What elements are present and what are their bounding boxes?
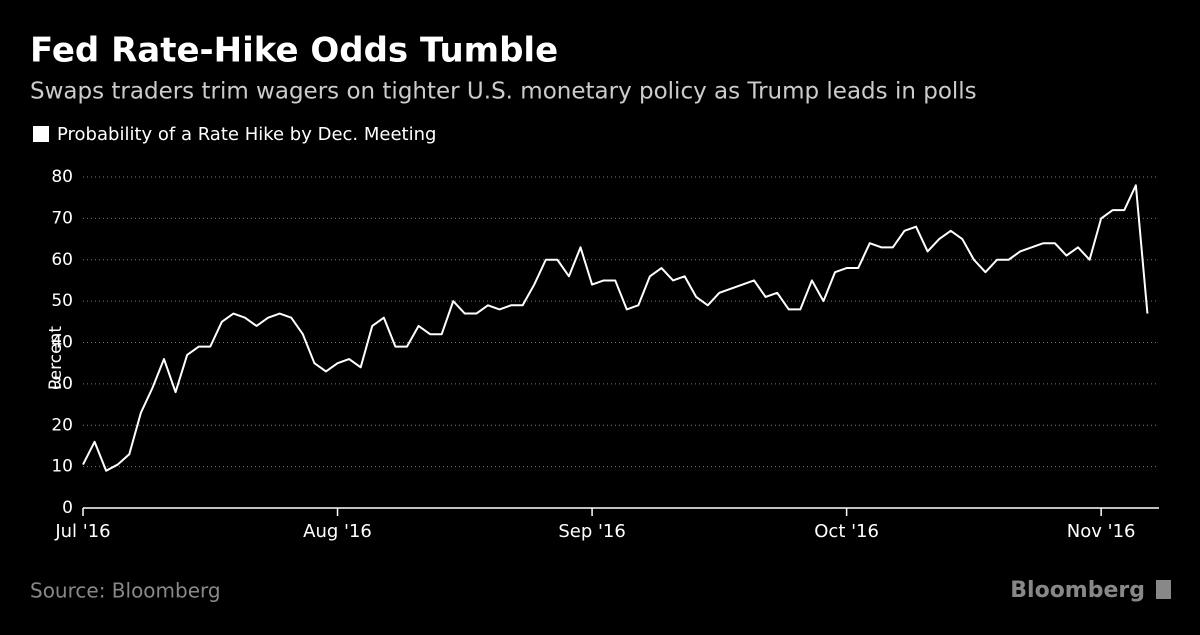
chart-subtitle: Swaps traders trim wagers on tighter U.S… [30, 79, 977, 105]
x-tick-label: Sep '16 [558, 521, 626, 542]
legend-label: Probability of a Rate Hike by Dec. Meeti… [57, 124, 436, 145]
logo: Bloomberg [1010, 578, 1145, 603]
y-tick-label: 10 [51, 457, 73, 477]
y-tick-label: 50 [51, 291, 73, 311]
y-tick-label: 20 [51, 415, 73, 435]
y-tick-label: 30 [51, 374, 73, 394]
y-tick-label: 80 [51, 167, 73, 187]
source: Source: Bloomberg [30, 579, 221, 603]
y-tick-label: 60 [51, 250, 73, 270]
logo-icon [1156, 580, 1171, 599]
y-axis-label: Percent [46, 326, 66, 390]
y-tick-label: 70 [51, 208, 73, 228]
legend-swatch [33, 126, 49, 142]
x-tick-label: Jul '16 [54, 521, 110, 542]
x-tick-label: Oct '16 [814, 521, 879, 542]
y-tick-label: 0 [62, 498, 73, 518]
line [82, 184, 1149, 472]
x-tick-label: Nov '16 [1067, 521, 1136, 542]
chart-title: Fed Rate-Hike Odds Tumble [30, 31, 558, 71]
x-tick-label: Aug '16 [303, 521, 372, 542]
y-tick-label: 40 [51, 333, 73, 353]
